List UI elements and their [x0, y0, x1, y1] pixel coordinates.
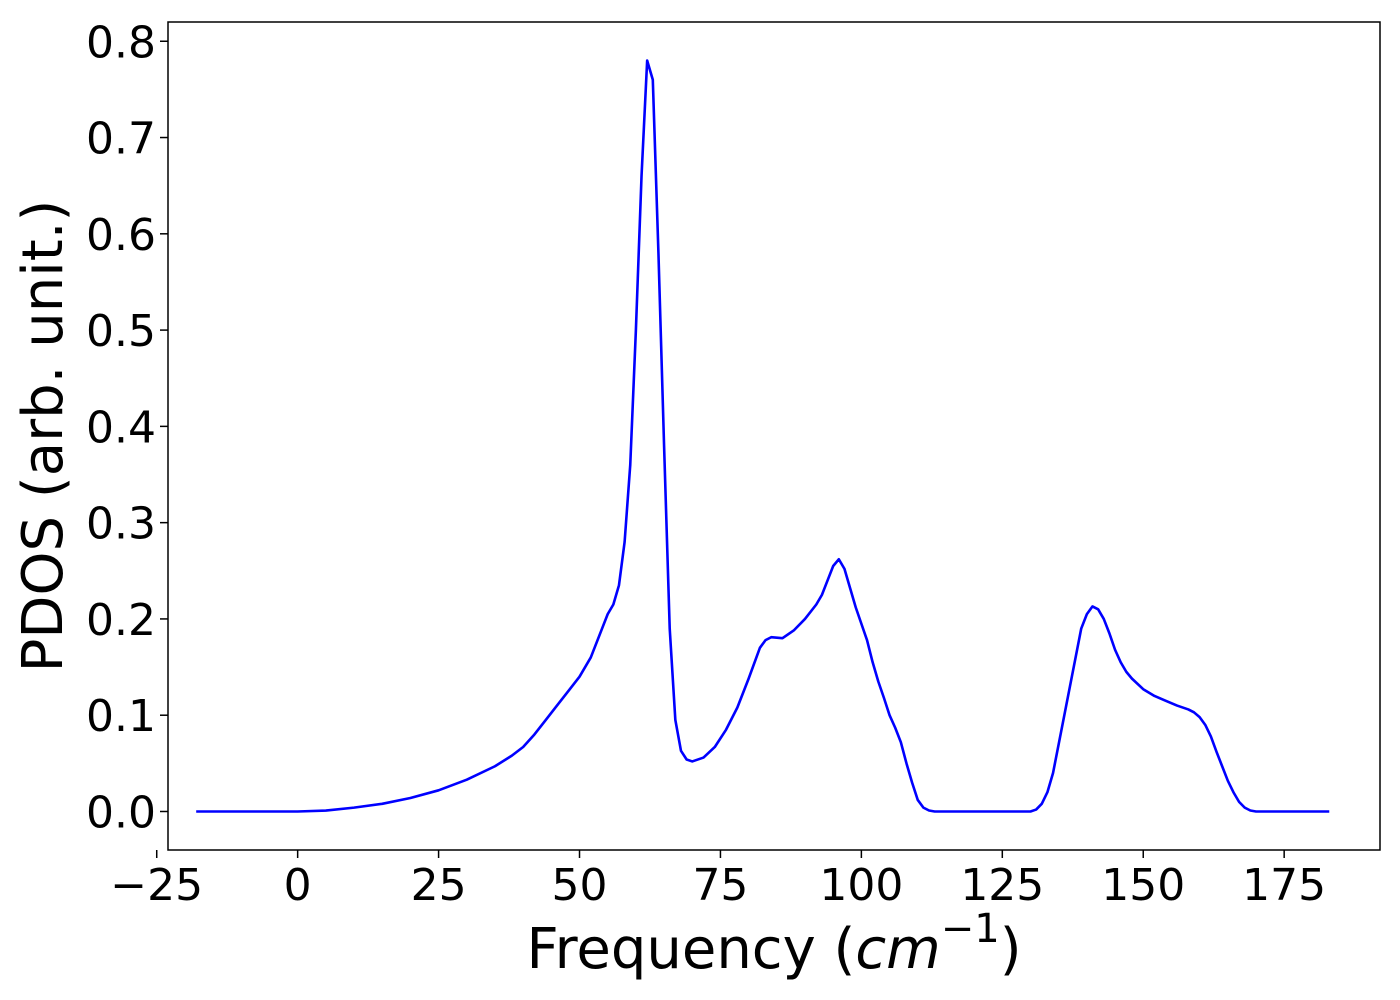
x-tick-label: 150	[1101, 860, 1185, 911]
x-tick-label: 125	[960, 860, 1044, 911]
y-axis-ticks: 0.0 0.1 0.2 0.3 0.4 0.5 0.6 0.7 0.8	[86, 17, 168, 838]
x-tick-label: 50	[552, 860, 608, 911]
series-layer	[196, 59, 1330, 813]
plot-frame	[167, 21, 1381, 851]
x-axis-ticks: −25 0 25 50 75 100 125 150 175	[110, 850, 1326, 911]
x-tick-label: 25	[411, 860, 467, 911]
y-tick-label: 0.8	[86, 17, 156, 68]
y-tick-label: 0.0	[86, 787, 156, 838]
pdos-series-line	[196, 59, 1330, 813]
y-tick-label: 0.1	[86, 691, 156, 742]
x-tick-label: 75	[692, 860, 748, 911]
y-tick-label: 0.7	[86, 114, 156, 165]
y-tick-label: 0.4	[86, 402, 156, 453]
x-tick-label: 100	[819, 860, 903, 911]
y-tick-label: 0.5	[86, 306, 156, 357]
y-tick-label: 0.6	[86, 210, 156, 261]
x-tick-label: 0	[284, 860, 312, 911]
y-tick-label: 0.2	[86, 595, 156, 646]
y-tick-label: 0.3	[86, 499, 156, 550]
x-tick-label: −25	[110, 860, 203, 911]
x-tick-label: 175	[1242, 860, 1326, 911]
x-axis-label: Frequency (cm−1)	[526, 906, 1021, 982]
y-axis-label: PDOS (arb. unit.)	[11, 200, 76, 673]
